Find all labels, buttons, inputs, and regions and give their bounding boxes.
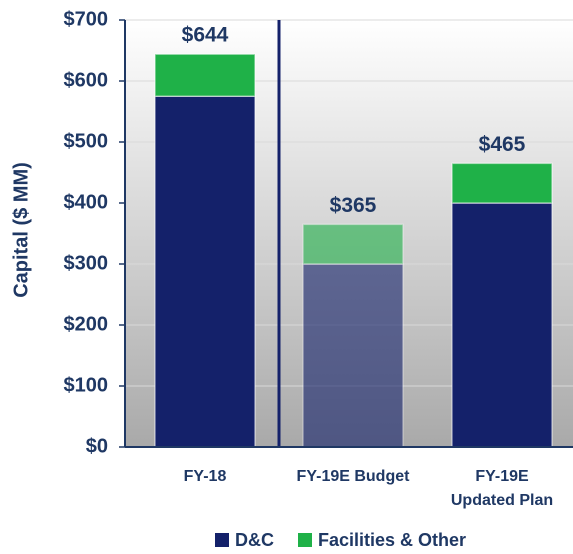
y-tick-label: $300: [64, 252, 109, 274]
legend-label: D&C: [235, 530, 274, 550]
total-label: $465: [479, 133, 526, 156]
bar-segment: [451, 202, 553, 448]
bar-segment: [154, 95, 256, 448]
bar-segment: [154, 53, 256, 97]
y-tick-label: $200: [64, 313, 109, 335]
y-tick-label: $500: [64, 130, 109, 152]
bar-group: [302, 223, 404, 448]
total-label: $644: [182, 24, 229, 47]
bar-segment: [451, 162, 553, 204]
y-tick-label: $400: [64, 191, 109, 213]
x-tick-label: FY-19E Updated Plan: [450, 468, 554, 509]
y-tick-label: $600: [64, 69, 109, 91]
total-label: $365: [330, 194, 377, 217]
bar-group: [451, 162, 553, 448]
y-tick-label: $700: [64, 8, 109, 30]
legend-swatch: [298, 533, 312, 547]
legend-label: Facilities & Other: [318, 530, 466, 550]
x-tick-label: FY-19E Budget: [296, 468, 410, 485]
y-axis-label: Capital ($ MM): [10, 162, 32, 298]
bar-segment: [302, 263, 404, 448]
legend-swatch: [215, 533, 229, 547]
y-tick-label: $100: [64, 374, 109, 396]
x-tick-label: FY-18: [183, 468, 227, 485]
y-tick-label: $0: [86, 435, 108, 457]
bar-group: [154, 53, 256, 448]
bar-segment: [302, 223, 404, 265]
